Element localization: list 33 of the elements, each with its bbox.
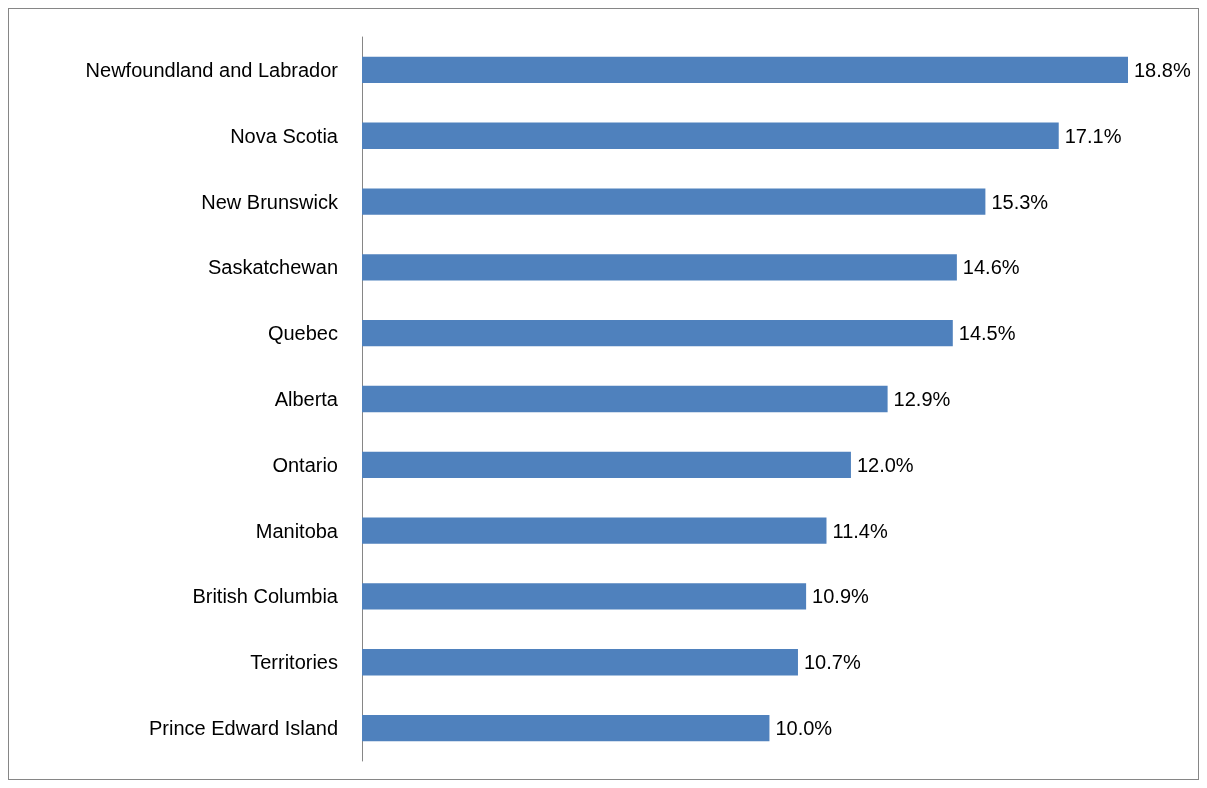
y-tick-label: Ontario [272, 453, 338, 476]
bar [362, 385, 888, 413]
bar [362, 583, 807, 610]
data-label: 10.9% [812, 585, 870, 608]
data-label: 14.6% [962, 256, 1020, 279]
data-label: 12.0% [856, 453, 914, 476]
y-tick-label: Territories [250, 651, 338, 674]
y-tick-label: British Columbia [192, 585, 339, 608]
bar [362, 320, 953, 347]
y-tick-label: Quebec [267, 322, 338, 345]
y-tick-label: Nova Scotia [230, 124, 339, 147]
bar [362, 188, 986, 215]
y-tick-label: Saskatchewan [207, 256, 338, 279]
data-label: 18.8% [1134, 58, 1191, 81]
data-label: 15.3% [991, 190, 1049, 213]
y-tick-label: Newfoundland and Labrador [85, 58, 339, 81]
bar [362, 254, 957, 281]
data-label: 17.1% [1064, 124, 1122, 147]
data-label: 10.0% [775, 717, 833, 740]
y-tick-label: Manitoba [255, 519, 339, 542]
data-label: 10.7% [803, 651, 861, 674]
data-label: 12.9% [893, 388, 951, 410]
data-label: 11.4% [832, 519, 888, 542]
y-tick-label: Alberta [274, 388, 339, 410]
bar [362, 451, 851, 478]
y-tick-label: New Brunswick [201, 190, 339, 213]
bar [362, 122, 1059, 149]
bar [362, 56, 1128, 84]
bar [362, 649, 798, 676]
y-tick-label: Prince Edward Island [149, 717, 338, 740]
bar [362, 714, 770, 742]
bar [362, 517, 827, 544]
data-label: 14.5% [958, 322, 1016, 345]
